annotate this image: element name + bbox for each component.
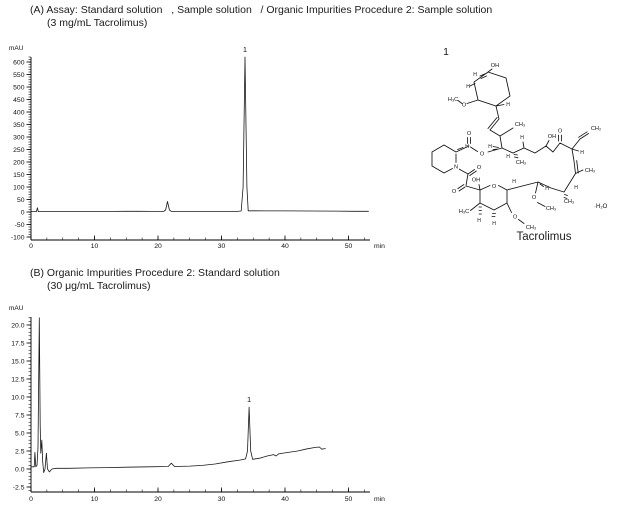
svg-text:H: H <box>574 185 578 191</box>
svg-text:50: 50 <box>345 496 353 503</box>
svg-text:CH₂: CH₂ <box>591 126 601 132</box>
hydrate-label: ·H₂O <box>594 204 608 210</box>
svg-text:O: O <box>558 129 563 135</box>
svg-text:CH₃: CH₃ <box>516 160 526 166</box>
section-a-title: (A) Assay: Standard solution , Sample so… <box>30 4 493 16</box>
svg-text:H: H <box>580 150 584 156</box>
svg-text:-2.5: -2.5 <box>13 484 25 491</box>
svg-text:H₃C: H₃C <box>448 97 458 103</box>
svg-text:H: H <box>506 102 510 108</box>
svg-text:H₃C: H₃C <box>459 209 469 215</box>
svg-text:500: 500 <box>13 84 25 91</box>
svg-text:CH₃: CH₃ <box>515 122 525 128</box>
svg-text:H: H <box>473 72 477 78</box>
svg-text:OH: OH <box>491 63 499 69</box>
svg-text:2.5: 2.5 <box>15 448 25 455</box>
svg-text:450: 450 <box>13 97 25 104</box>
svg-text:150: 150 <box>13 172 25 179</box>
svg-text:O: O <box>492 184 497 190</box>
svg-text:200: 200 <box>13 159 25 166</box>
section-b-subtitle: (30 μg/mL Tacrolimus) <box>47 280 151 292</box>
svg-text:0: 0 <box>29 243 33 250</box>
chromatogram-a: -100-50050100150200250300350400450500550… <box>9 45 385 250</box>
svg-text:H: H <box>512 179 516 185</box>
svg-text:40: 40 <box>281 243 289 250</box>
svg-text:CH₃: CH₃ <box>564 199 574 205</box>
svg-text:17.5: 17.5 <box>11 340 24 347</box>
svg-text:H: H <box>466 84 470 90</box>
svg-text:7.5: 7.5 <box>15 412 25 419</box>
svg-text:550: 550 <box>13 72 25 79</box>
svg-text:15.0: 15.0 <box>11 358 24 365</box>
trace-B <box>31 317 326 474</box>
svg-text:600: 600 <box>13 59 25 66</box>
svg-text:50: 50 <box>17 197 25 204</box>
structure-caption: Tacrolimus <box>517 231 572 243</box>
peak-label-A: 1 <box>243 45 247 54</box>
svg-text:10.0: 10.0 <box>11 394 24 401</box>
axes-B: -2.5 0.0 2.5 5.0 7.5 10.0 12.5 15.0 17.5 20.0 0 10 2… <box>9 305 385 503</box>
svg-text:H: H <box>488 144 492 150</box>
svg-text:12.5: 12.5 <box>11 376 24 383</box>
structure-bonds <box>431 68 589 224</box>
svg-text:20: 20 <box>154 243 162 250</box>
svg-text:-50: -50 <box>15 222 25 229</box>
chromatogram-b: -2.5 0.0 2.5 5.0 7.5 10.0 12.5 15.0 17.5 20.0 0 10 2… <box>9 305 385 503</box>
svg-text:CH₃: CH₃ <box>546 206 556 212</box>
compound-number: 1 <box>443 47 449 58</box>
svg-text:mAU: mAU <box>9 305 24 312</box>
svg-text:O: O <box>480 152 485 158</box>
svg-text:H: H <box>545 186 549 192</box>
svg-text:O: O <box>452 189 457 195</box>
svg-text:10: 10 <box>91 243 99 250</box>
svg-text:10: 10 <box>91 496 99 503</box>
svg-text:O: O <box>467 131 472 137</box>
svg-text:100: 100 <box>13 184 25 191</box>
svg-text:CH₃: CH₃ <box>526 225 536 231</box>
svg-text:-100: -100 <box>11 234 25 241</box>
svg-text:O: O <box>513 215 518 221</box>
trace-A <box>30 56 369 213</box>
svg-text:O: O <box>477 165 482 171</box>
axes-A: -100-50050100150200250300350400450500550… <box>9 45 385 250</box>
svg-text:0.0: 0.0 <box>15 466 25 473</box>
svg-text:N: N <box>454 165 458 171</box>
svg-text:CH₃: CH₃ <box>585 168 595 174</box>
svg-text:H: H <box>477 218 481 224</box>
section-b-title: (B) Organic Impurities Procedure 2: Stan… <box>30 267 280 279</box>
svg-text:min: min <box>374 496 385 503</box>
svg-text:H: H <box>465 144 469 150</box>
svg-text:OH: OH <box>472 178 480 184</box>
svg-text:40: 40 <box>281 496 289 503</box>
svg-text:400: 400 <box>13 109 25 116</box>
svg-text:20.0: 20.0 <box>11 322 24 329</box>
svg-text:250: 250 <box>13 147 25 154</box>
svg-text:30: 30 <box>218 496 226 503</box>
svg-text:H: H <box>506 154 510 160</box>
svg-text:20: 20 <box>154 496 162 503</box>
section-a-subtitle: (3 mg/mL Tacrolimus) <box>47 17 148 29</box>
svg-text:0: 0 <box>21 209 25 216</box>
peak-label-B: 1 <box>247 395 251 404</box>
svg-text:OH: OH <box>548 134 556 140</box>
svg-text:H: H <box>520 135 524 141</box>
svg-text:0: 0 <box>29 496 33 503</box>
svg-text:30: 30 <box>218 243 226 250</box>
svg-text:min: min <box>374 243 385 250</box>
svg-text:300: 300 <box>13 134 25 141</box>
svg-text:350: 350 <box>13 122 25 129</box>
svg-text:5.0: 5.0 <box>15 430 25 437</box>
svg-text:H: H <box>492 221 496 227</box>
svg-text:O: O <box>532 195 537 201</box>
svg-text:mAU: mAU <box>9 45 24 52</box>
svg-text:50: 50 <box>345 243 353 250</box>
svg-text:O: O <box>462 103 467 109</box>
